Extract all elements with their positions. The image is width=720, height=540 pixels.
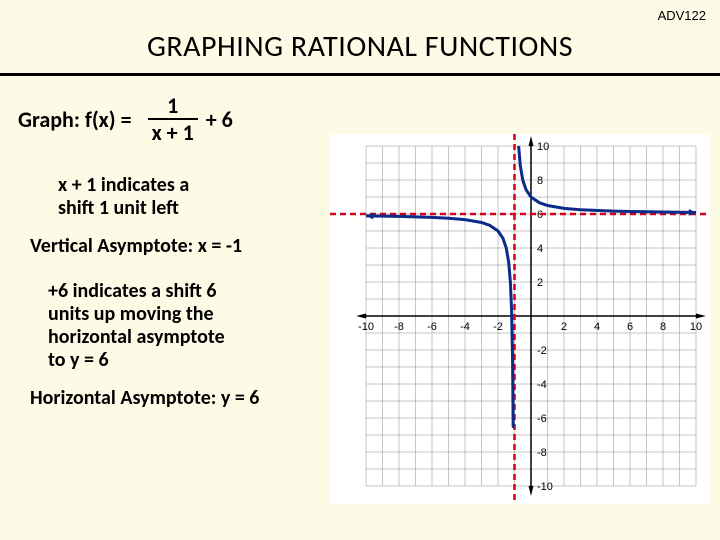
graph-plot: -10-8-6-4-2246810-10-8-6-4-2246810 (330, 134, 710, 504)
svg-text:-8: -8 (394, 321, 404, 333)
note-line: x + 1 indicates a (58, 174, 320, 197)
svg-text:-8: -8 (537, 447, 547, 459)
note-line: units up moving the (48, 303, 320, 326)
right-panel: -10-8-6-4-2246810-10-8-6-4-2246810 (330, 94, 710, 432)
svg-text:10: 10 (537, 141, 549, 153)
fraction-numerator: 1 (153, 94, 192, 117)
course-code: ADV122 (658, 8, 706, 23)
shift-up-note: +6 indicates a shift 6 units up moving t… (48, 280, 320, 372)
equation-label: Graph: f(x) = (18, 106, 132, 133)
page-title: GRAPHING RATIONAL FUNCTIONS (0, 0, 720, 73)
svg-text:-4: -4 (537, 379, 547, 391)
svg-text:8: 8 (660, 321, 666, 333)
svg-text:6: 6 (627, 321, 633, 333)
vertical-asymptote-label: Vertical Asymptote: x = -1 (30, 234, 320, 258)
svg-text:-2: -2 (493, 321, 503, 333)
content-row: Graph: f(x) = 1 x + 1 + 6 x + 1 indicate… (0, 76, 720, 432)
svg-text:10: 10 (690, 321, 702, 333)
note-line: shift 1 unit left (58, 197, 320, 220)
svg-text:-10: -10 (537, 481, 553, 493)
svg-text:8: 8 (537, 175, 543, 187)
note-line: horizontal asymptote (48, 326, 320, 349)
note-line: to y = 6 (48, 349, 320, 372)
svg-text:2: 2 (537, 277, 543, 289)
svg-text:-4: -4 (460, 321, 470, 333)
svg-text:-10: -10 (358, 321, 374, 333)
equation-fraction: 1 x + 1 (148, 94, 198, 144)
equation-suffix: + 6 (206, 106, 233, 133)
svg-text:-6: -6 (427, 321, 437, 333)
svg-text:4: 4 (594, 321, 600, 333)
note-line: +6 indicates a shift 6 (48, 280, 320, 303)
svg-text:2: 2 (561, 321, 567, 333)
left-panel: Graph: f(x) = 1 x + 1 + 6 x + 1 indicate… (0, 94, 330, 432)
fraction-denominator: x + 1 (148, 121, 198, 144)
graph-container: -10-8-6-4-2246810-10-8-6-4-2246810 (330, 134, 710, 504)
svg-text:4: 4 (537, 243, 543, 255)
svg-text:-2: -2 (537, 345, 547, 357)
shift-left-note: x + 1 indicates a shift 1 unit left (58, 174, 320, 220)
horizontal-asymptote-label: Horizontal Asymptote: y = 6 (30, 386, 320, 410)
equation: Graph: f(x) = 1 x + 1 + 6 (18, 94, 320, 144)
svg-text:-6: -6 (537, 413, 547, 425)
